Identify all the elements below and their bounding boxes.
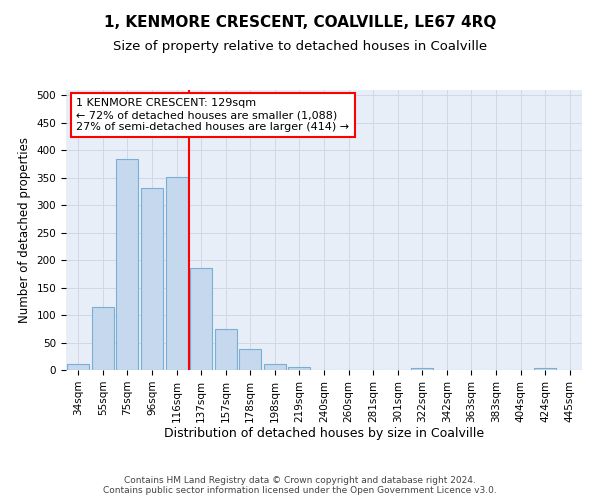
Text: 1, KENMORE CRESCENT, COALVILLE, LE67 4RQ: 1, KENMORE CRESCENT, COALVILLE, LE67 4RQ [104, 15, 496, 30]
Text: 1 KENMORE CRESCENT: 129sqm
← 72% of detached houses are smaller (1,088)
27% of s: 1 KENMORE CRESCENT: 129sqm ← 72% of deta… [76, 98, 349, 132]
Bar [215, 329, 237, 370]
Text: Contains HM Land Registry data © Crown copyright and database right 2024.
Contai: Contains HM Land Registry data © Crown c… [103, 476, 497, 495]
Bar [264, 364, 286, 370]
Text: Size of property relative to detached houses in Coalville: Size of property relative to detached ho… [113, 40, 487, 53]
Bar [289, 366, 310, 370]
X-axis label: Distribution of detached houses by size in Coalville: Distribution of detached houses by size … [164, 428, 484, 440]
Bar [534, 368, 556, 370]
Bar [67, 364, 89, 370]
Bar [239, 349, 262, 370]
Y-axis label: Number of detached properties: Number of detached properties [18, 137, 31, 323]
Bar [92, 307, 114, 370]
Bar [190, 268, 212, 370]
Bar [116, 158, 139, 370]
Bar [166, 176, 188, 370]
Bar [411, 368, 433, 370]
Bar [141, 188, 163, 370]
